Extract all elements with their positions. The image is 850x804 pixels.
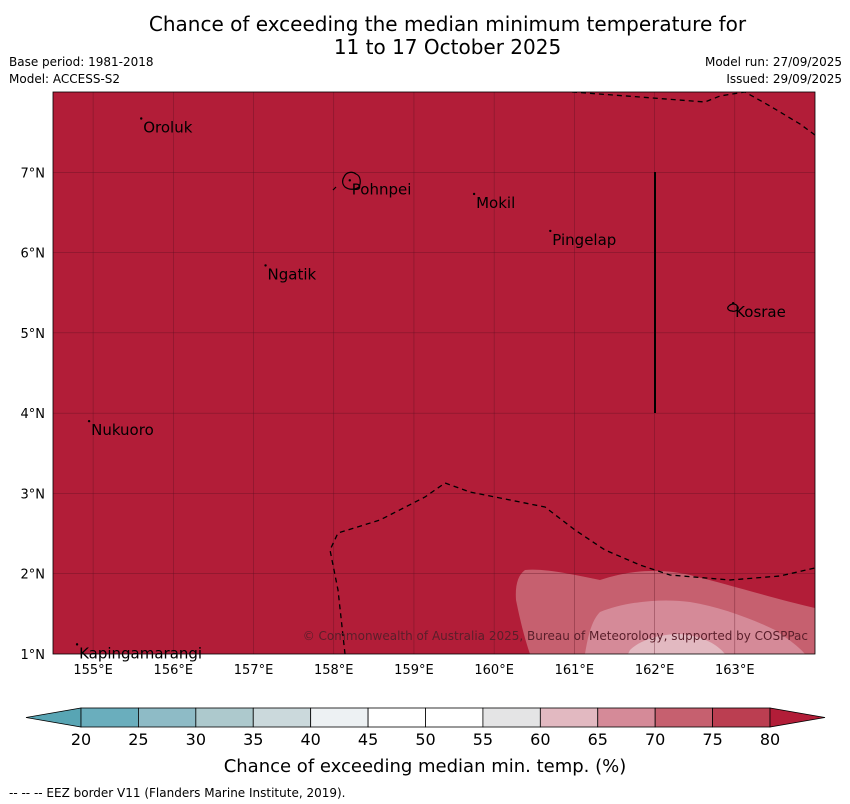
band-60-percent (628, 634, 725, 654)
lon-tick-label: 160°E (474, 663, 514, 678)
colorbar-segment (712, 707, 771, 728)
colorbar-tick-label: 80 (760, 730, 780, 749)
island-marker (75, 643, 79, 646)
colorbar-tick-label: 45 (358, 730, 378, 749)
colorbar-tick-label: 35 (243, 730, 263, 749)
place-label: Kosrae (735, 303, 786, 321)
colorbar-segment (80, 707, 139, 728)
meta-left: Base period: 1981-2018 Model: ACCESS-S2 (9, 54, 154, 88)
island-marker (549, 229, 552, 233)
place-labels: Oroluk Pohnpei Mokil Pingelap Ngatik Kosrae Nu… (75, 117, 786, 662)
colorbar: 20 25 30 35 40 45 50 55 60 65 70 75 80 (25, 707, 826, 749)
colorbar-tick-label: 75 (702, 730, 722, 749)
eez-border-north (571, 92, 815, 136)
colorbar-tick-label: 40 (300, 730, 320, 749)
colorbar-segment (367, 707, 426, 728)
place-label: Oroluk (143, 119, 192, 137)
place-label: Ngatik (268, 265, 317, 283)
place-label: Mokil (476, 194, 515, 212)
colorbar-under-arrow (25, 707, 82, 728)
eez-legend-note: -- -- -- EEZ border V11 (Flanders Marine… (9, 786, 346, 800)
island-marker (140, 117, 143, 120)
islet-mark (332, 186, 337, 191)
lon-tick-label: 158°E (314, 663, 354, 678)
colorbar-segment (654, 707, 713, 728)
band-65-percent (585, 600, 805, 654)
lon-tick-label: 159°E (394, 663, 434, 678)
lat-tick-label: 6°N (21, 247, 46, 262)
chart-title: Chance of exceeding the median minimum t… (0, 13, 850, 59)
colorbar-segment (252, 707, 312, 728)
island-marker (348, 179, 351, 182)
colorbar-tick-label: 70 (645, 730, 665, 749)
colorbar-tick-label: 20 (71, 730, 91, 749)
colorbar-segment (597, 707, 656, 728)
title-line-2: 11 to 17 October 2025 (333, 35, 562, 59)
colorbar-tick-label: 50 (415, 730, 435, 749)
island-marker (87, 419, 91, 423)
lat-tick-label: 5°N (21, 327, 46, 342)
colorbar-segment (482, 707, 541, 728)
colorbar-over-arrow (769, 707, 826, 728)
colorbar-segment (138, 707, 197, 728)
colorbar-segment (310, 707, 369, 728)
map-background (53, 92, 815, 654)
title-line-1: Chance of exceeding the median minimum t… (148, 12, 747, 36)
colorbar-tick-label: 25 (128, 730, 148, 749)
model-name: Model: ACCESS-S2 (9, 72, 121, 86)
colorbar-tick-label: 55 (473, 730, 493, 749)
meta-right: Model run: 27/09/2025 Issued: 29/09/2025 (705, 54, 842, 88)
colorbar-segment (539, 707, 599, 728)
place-label: Pingelap (552, 231, 616, 249)
copyright-notice: © Commonwealth of Australia 2025, Bureau… (303, 629, 808, 643)
island-marker (472, 192, 476, 196)
lon-tick-label: 155°E (73, 663, 113, 678)
island-marker (731, 301, 735, 305)
pohnpei-outline (342, 171, 361, 190)
lat-tick-label: 7°N (21, 166, 46, 181)
colorbar-label: Chance of exceeding median min. temp. (%… (223, 756, 627, 777)
lon-tick-label: 162°E (635, 663, 675, 678)
lon-tick-label: 161°E (555, 663, 595, 678)
base-period: Base period: 1981-2018 (9, 55, 154, 69)
place-label: Kapingamarangi (79, 644, 202, 662)
eez-border-south (329, 482, 815, 654)
lat-tick-label: 3°N (21, 487, 46, 502)
place-label: Nukuoro (91, 421, 154, 439)
lat-tick-label: 1°N (21, 648, 46, 663)
colorbar-tick-label: 65 (588, 730, 608, 749)
lon-tick-label: 156°E (154, 663, 194, 678)
graticule: 155°E 156°E 157°E 158°E 159°E 160°E 161°E 162°E… (21, 92, 815, 678)
map-frame (52, 91, 816, 655)
issued-date: Issued: 29/09/2025 (726, 72, 842, 86)
lon-tick-label: 157°E (234, 663, 274, 678)
place-label: Pohnpei (352, 180, 412, 198)
island-marker (264, 264, 267, 267)
colorbar-segment (195, 707, 254, 728)
lon-tick-label: 163°E (715, 663, 755, 678)
eez-borders (329, 92, 815, 654)
model-run: Model run: 27/09/2025 (704, 55, 842, 69)
colorbar-tick-label: 60 (530, 730, 550, 749)
colorbar-segment (425, 707, 484, 728)
lat-tick-label: 2°N (21, 568, 46, 583)
colorbar-tick-label: 30 (186, 730, 206, 749)
lat-tick-label: 4°N (21, 407, 46, 422)
probability-bands (515, 569, 815, 654)
